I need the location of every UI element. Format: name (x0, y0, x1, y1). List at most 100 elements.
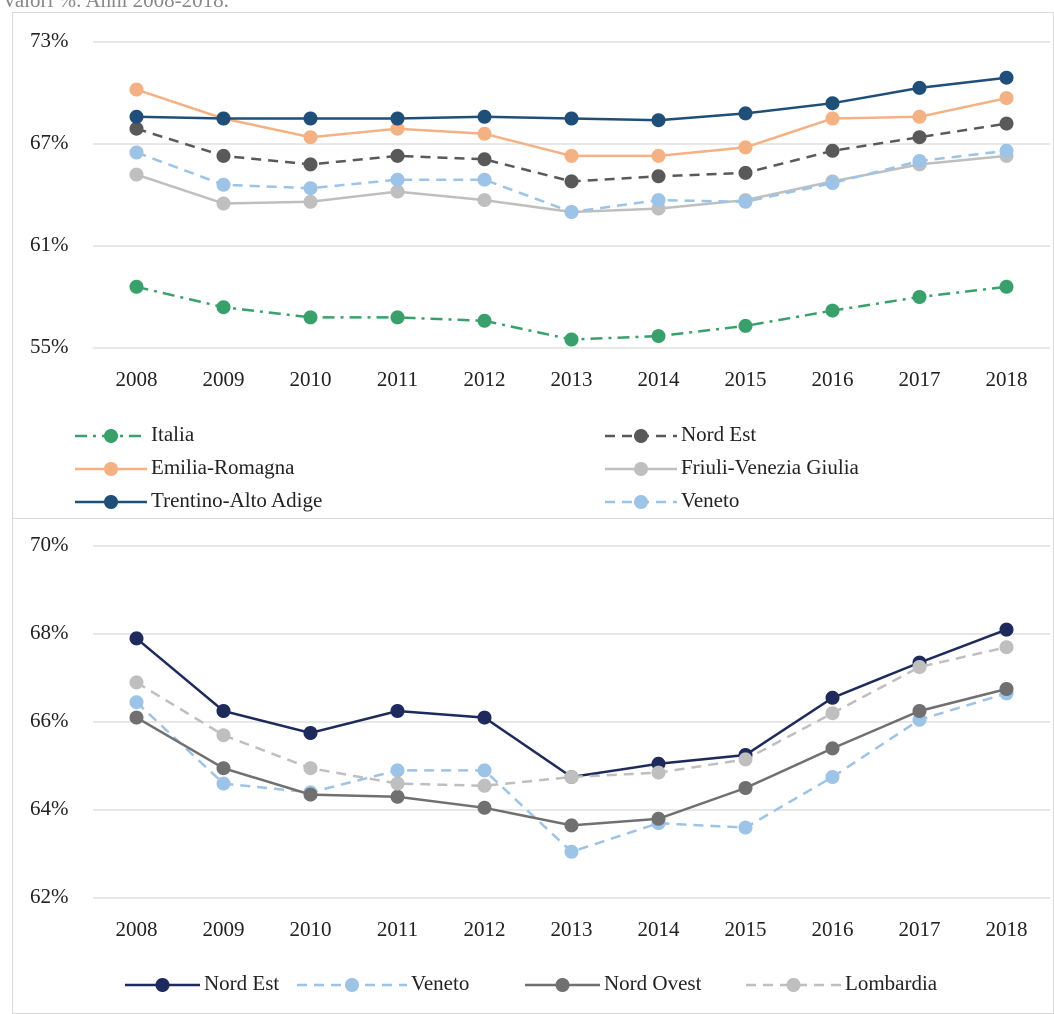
x-tick-label: 2008 (116, 917, 158, 941)
y-tick-label: 55% (30, 334, 69, 358)
x-tick-label: 2013 (551, 917, 593, 941)
data-point (390, 310, 405, 325)
legend-label: Veneto (681, 488, 739, 512)
data-point (999, 70, 1014, 85)
data-point (129, 82, 144, 97)
data-point (825, 770, 840, 784)
data-point (477, 193, 492, 208)
data-point (216, 776, 231, 791)
series-line (135, 628, 1007, 779)
y-tick-label: 66% (30, 708, 69, 732)
data-point (390, 184, 405, 199)
y-tick-label: 70% (30, 532, 69, 556)
data-point (825, 176, 840, 191)
legend-label: Veneto (411, 971, 469, 995)
x-tick-label: 2012 (464, 917, 506, 941)
data-point (390, 148, 405, 163)
data-point (738, 194, 753, 209)
legend-label: Emilia-Romagna (151, 455, 295, 479)
data-point (303, 194, 318, 209)
data-point (390, 776, 405, 791)
x-tick-label: 2017 (899, 917, 941, 941)
data-point (564, 844, 579, 859)
data-point (912, 660, 927, 674)
x-tick-label: 2014 (638, 367, 681, 391)
data-point (738, 820, 753, 835)
legend-marker (155, 978, 170, 992)
data-point (999, 91, 1014, 106)
data-point (912, 704, 927, 718)
data-point (999, 640, 1014, 655)
series-line (135, 645, 1007, 788)
data-point (129, 710, 144, 725)
legend-marker (786, 978, 801, 992)
y-tick-label: 61% (30, 232, 69, 256)
data-point (738, 318, 753, 333)
data-point (999, 682, 1014, 696)
data-point (999, 279, 1014, 294)
x-tick-label: 2008 (116, 367, 158, 391)
x-tick-label: 2009 (203, 917, 245, 941)
data-point (390, 172, 405, 187)
x-tick-label: 2018 (986, 917, 1028, 941)
data-point (564, 174, 579, 189)
series-line (136, 285, 1007, 341)
data-point (738, 752, 753, 767)
x-tick-label: 2010 (290, 367, 332, 391)
data-point (129, 279, 144, 294)
data-point (477, 152, 492, 167)
series-line (135, 687, 1007, 827)
data-point (129, 145, 144, 160)
x-tick-label: 2016 (812, 917, 854, 941)
data-point (912, 154, 927, 168)
data-point (651, 169, 666, 184)
y-tick-label: 67% (30, 130, 69, 154)
x-tick-label: 2018 (986, 367, 1028, 391)
data-point (129, 675, 144, 690)
data-point (738, 165, 753, 180)
data-point (651, 765, 666, 780)
data-point (912, 109, 927, 124)
x-tick-label: 2016 (812, 367, 854, 391)
data-point (738, 781, 753, 795)
data-point (564, 818, 579, 833)
legend-marker (104, 462, 118, 476)
data-point (477, 172, 492, 187)
data-point (216, 761, 231, 776)
data-point (912, 80, 927, 95)
data-point (999, 143, 1014, 158)
legend-marker (345, 978, 359, 992)
data-point (564, 205, 579, 219)
y-tick-label: 73% (30, 28, 69, 52)
legend-label: Nord Ovest (604, 971, 702, 995)
legend-marker (104, 495, 118, 509)
legend-marker (104, 429, 118, 443)
data-point (651, 329, 666, 344)
data-point (999, 116, 1014, 131)
data-point (303, 761, 318, 776)
data-point (129, 167, 144, 182)
x-tick-label: 2017 (899, 367, 941, 391)
data-point (651, 148, 666, 163)
data-point (129, 695, 144, 710)
legend-label: Friuli-Venezia Giulia (681, 455, 860, 479)
data-point (303, 130, 318, 145)
y-tick-label: 68% (30, 620, 69, 644)
data-point (825, 111, 840, 126)
data-point (738, 106, 753, 121)
data-point (825, 303, 840, 318)
data-point (477, 778, 492, 793)
data-point (825, 143, 840, 158)
data-point (912, 130, 927, 145)
data-point (477, 126, 492, 141)
data-point (216, 728, 231, 743)
data-point (390, 111, 405, 126)
x-tick-label: 2015 (725, 367, 767, 391)
data-point (912, 290, 927, 304)
data-point (303, 111, 318, 126)
data-point (477, 710, 492, 725)
legend-label: Nord Est (681, 422, 756, 446)
data-point (216, 196, 231, 211)
x-tick-label: 2011 (377, 367, 418, 391)
data-point (216, 177, 231, 192)
